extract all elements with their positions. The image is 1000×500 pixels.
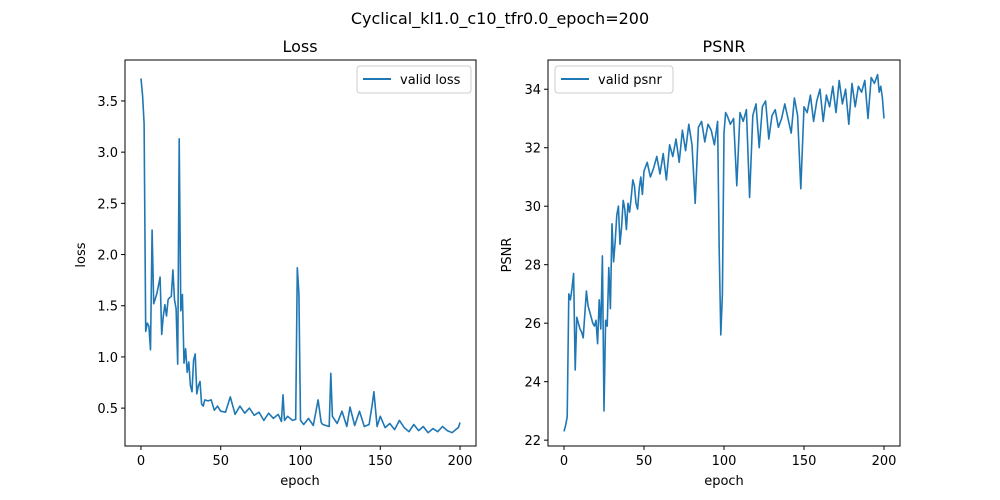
loss-y-tick-label: 0.5: [97, 402, 118, 417]
loss-x-tick-label: 100: [288, 454, 313, 469]
loss-y-tick-label: 3.5: [97, 95, 118, 110]
psnr-y-tick-label: 34: [524, 83, 541, 98]
psnr-y-tick-label: 28: [524, 259, 541, 274]
psnr-panel: PSNR 0 50 100 150 200 22 24 26 28 30 32 34 epoch PS…: [500, 37, 901, 489]
psnr-chart-title: PSNR: [703, 37, 746, 56]
psnr-y-tick-label: 32: [524, 142, 541, 157]
loss-y-tick-label: 1.0: [97, 351, 118, 366]
psnr-x-tick-label: 100: [712, 454, 737, 469]
loss-panel: Loss 0 50 100 150 200 0.5 1.0 1.5 2.0 2.5 3.0 3.5 e…: [74, 37, 477, 489]
psnr-x-axis-label: epoch: [704, 474, 744, 489]
loss-x-tick-label: 0: [137, 454, 145, 469]
psnr-y-tick-label: 24: [524, 376, 541, 391]
loss-legend: valid loss: [356, 65, 472, 94]
loss-x-tick-label: 150: [368, 454, 393, 469]
loss-y-tick-label: 2.5: [97, 197, 118, 212]
loss-x-axis-label: epoch: [280, 474, 320, 489]
loss-y-tick-label: 3.0: [97, 146, 118, 161]
figure-suptitle: Cyclical_kl1.0_c10_tfr0.0_epoch=200: [351, 9, 649, 29]
loss-chart-title: Loss: [282, 37, 317, 56]
psnr-legend-label: valid psnr: [598, 73, 663, 88]
loss-y-axis-label: loss: [74, 242, 89, 267]
psnr-y-tick-label: 30: [524, 200, 541, 215]
psnr-series-line: [563, 73, 885, 432]
loss-y-tick-label: 2.0: [97, 249, 118, 264]
psnr-y-axis-label: PSNR: [500, 238, 515, 273]
psnr-plot-area: 0 50 100 150 200 22 24 26 28 30 32 34: [524, 59, 901, 469]
psnr-x-tick-label: 150: [792, 454, 817, 469]
psnr-y-tick-label: 26: [524, 317, 541, 332]
psnr-legend-box: [554, 65, 674, 94]
loss-x-tick-label: 200: [448, 454, 473, 469]
loss-series-line: [140, 78, 461, 434]
loss-x-tick-label: 50: [212, 454, 229, 469]
psnr-legend: valid psnr: [554, 65, 674, 94]
loss-legend-box: [356, 65, 472, 94]
loss-legend-label: valid loss: [400, 73, 461, 88]
psnr-x-tick-label: 0: [560, 454, 568, 469]
psnr-y-tick-label: 22: [524, 434, 541, 449]
psnr-x-tick-label: 200: [872, 454, 897, 469]
psnr-x-tick-label: 50: [636, 454, 653, 469]
loss-plot-area: 0 50 100 150 200 0.5 1.0 1.5 2.0 2.5 3.0 3.5: [97, 59, 477, 469]
loss-y-tick-label: 1.5: [97, 300, 118, 315]
